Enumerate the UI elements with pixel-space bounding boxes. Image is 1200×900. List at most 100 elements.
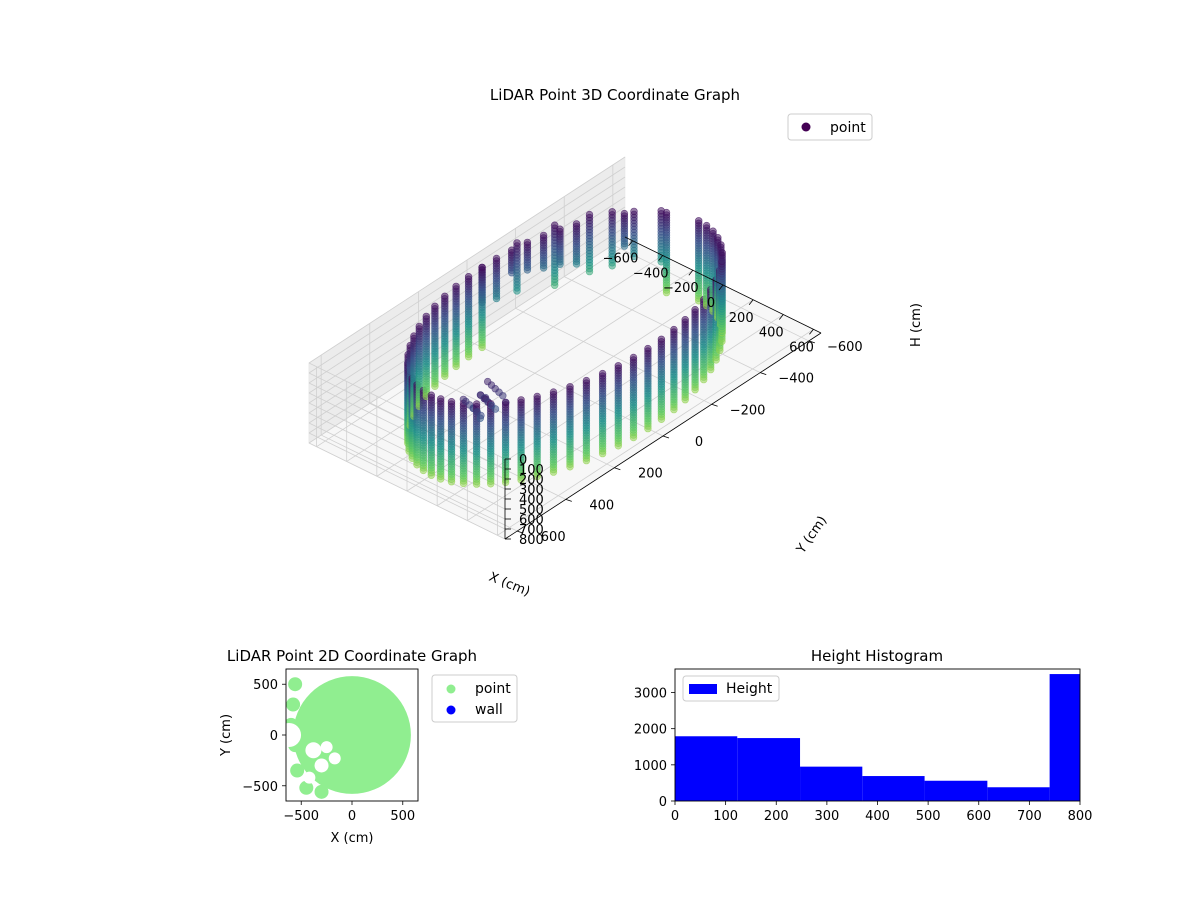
3d-y-tick: [614, 467, 621, 471]
3d-point: [630, 207, 638, 216]
3d-point: [662, 208, 671, 217]
3d-point: [681, 316, 689, 324]
3d-point: [670, 325, 678, 334]
3d-point: [431, 302, 439, 310]
2d-point: [286, 697, 301, 712]
histogram-x-tick-label: 0: [671, 809, 679, 824]
histogram-x-tick-label: 300: [814, 809, 839, 824]
3d-y-tick: [760, 372, 767, 375]
3d-point: [523, 238, 532, 247]
histogram-y-tick-label: 2000: [634, 723, 667, 738]
3d-legend-box: [787, 113, 873, 141]
3d-x-tick-label: 200: [729, 311, 754, 326]
3d-x-tick: [748, 299, 754, 306]
3d-y-tick-label: 0: [695, 435, 703, 450]
3d-point: [598, 369, 607, 378]
3d-y-tick-label: 200: [638, 467, 663, 482]
histogram-bar: [800, 766, 863, 801]
histogram-y-tick-label: 1000: [634, 759, 667, 774]
3d-z-tick-label: 300: [519, 483, 544, 498]
2d-x-tick-label: 500: [390, 809, 415, 824]
histogram-x-tick-label: 500: [916, 809, 941, 824]
3d-point: [477, 411, 485, 420]
2d-y-tick-label: −500: [242, 780, 278, 795]
histogram-legend: Height: [682, 675, 780, 702]
histogram-bar: [675, 736, 738, 801]
2d-point: [288, 677, 303, 692]
2d-gap: [320, 741, 333, 754]
histogram-legend-label: Height: [726, 681, 773, 697]
chart-2d: LiDAR Point 2D Coordinate Graph −500 0 500…: [219, 647, 518, 846]
3d-point: [447, 398, 456, 406]
3d-gridline-z: [308, 422, 506, 520]
3d-z-tick-label: 500: [519, 503, 544, 518]
2d-x-tick-label: −500: [283, 809, 319, 824]
3d-point: [452, 282, 460, 291]
3d-point: [549, 388, 558, 396]
3d-x-tick-label: −600: [603, 252, 639, 267]
2d-gap: [286, 723, 302, 747]
3d-point: [517, 396, 525, 404]
3d-y-tick-label: 600: [541, 530, 566, 545]
3d-gridline-y: [369, 403, 566, 500]
3d-legend-label: point: [830, 120, 866, 136]
3d-z-tick-label: 100: [519, 463, 544, 478]
2d-ticks: −500 0 500 −500 0 500: [242, 678, 415, 824]
histogram-bar: [1049, 674, 1080, 801]
3d-gridline-y: [564, 276, 761, 373]
3d-point: [582, 376, 591, 385]
2d-legend-marker-wall: [446, 705, 456, 715]
3d-point: [657, 335, 666, 343]
3d-point-cloud: [404, 207, 726, 488]
2d-gap: [305, 742, 322, 759]
3d-point: [718, 249, 726, 257]
2d-gap: [328, 752, 341, 765]
3d-x-tick-label: −200: [663, 281, 699, 296]
3d-x-tick: [688, 269, 694, 276]
2d-y-tick-label: 500: [253, 678, 278, 693]
3d-point: [478, 263, 486, 272]
2d-point: [314, 784, 329, 799]
2d-legend-marker-point: [446, 684, 456, 694]
3d-point: [694, 217, 703, 225]
3d-x-tick: [718, 284, 724, 291]
3d-panes: [308, 156, 822, 540]
3d-x-tick: [809, 329, 814, 335]
2d-y-tick-label: 0: [270, 729, 278, 744]
histogram-bar: [862, 776, 925, 801]
histogram-title: Height Histogram: [811, 647, 943, 665]
chart-3d-title: LiDAR Point 3D Coordinate Graph: [490, 86, 740, 104]
3d-gridline-z: [308, 156, 626, 364]
2d-point-area: [286, 676, 411, 799]
3d-point: [501, 398, 510, 407]
3d-x-tick-label: 0: [707, 296, 715, 311]
3d-x-tick-label: −400: [633, 267, 669, 282]
3d-x-tick: [778, 314, 784, 320]
height-histogram: Height Histogram 0 100 200 300 400 500 600 700 8…: [634, 647, 1093, 824]
3d-z-tick-label: 200: [519, 473, 544, 488]
3d-point: [585, 210, 594, 219]
2d-point: [299, 780, 314, 795]
3d-y-tick: [517, 530, 524, 534]
2d-gap: [314, 758, 329, 773]
2d-x-axis-label: X (cm): [331, 831, 374, 846]
histogram-x-tick-label: 200: [764, 809, 789, 824]
3d-point: [608, 208, 616, 216]
histogram-bar: [987, 787, 1050, 801]
3d-point: [614, 362, 622, 370]
2d-point: [290, 763, 305, 778]
histogram-legend-box: [682, 675, 780, 702]
3d-z-tick-label: 600: [519, 513, 544, 528]
3d-y-tick: [565, 499, 572, 502]
3d-point: [572, 220, 581, 228]
histogram-bar: [924, 780, 988, 801]
3d-point: [702, 221, 711, 230]
3d-y-tick-label: −400: [778, 372, 814, 387]
3d-point: [491, 405, 500, 413]
3d-z-tick-label: 0: [519, 453, 527, 468]
3d-z-tick-label: 400: [519, 493, 544, 508]
3d-gridline-z: [308, 432, 506, 530]
chart-3d: LiDAR Point 3D Coordinate Graph −600−400…: [308, 86, 924, 600]
